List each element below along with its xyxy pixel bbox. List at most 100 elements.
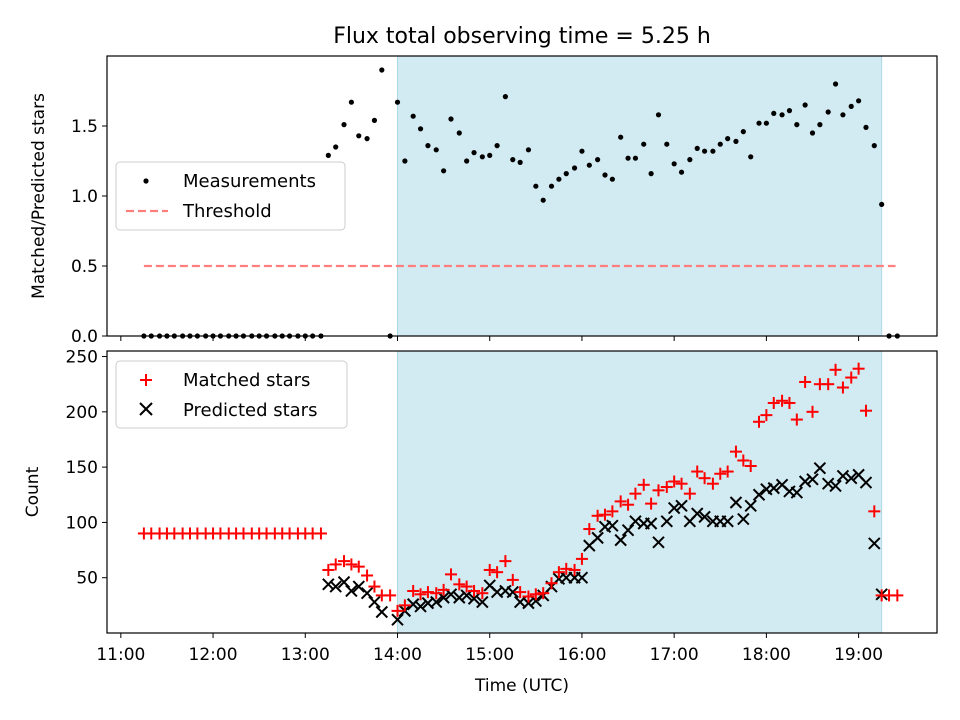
y-tick-label: 100 <box>66 513 98 533</box>
x-tick-label: 16:00 <box>557 645 606 665</box>
y-tick-label: 200 <box>66 403 98 423</box>
measurement-point <box>571 165 578 171</box>
matched-star-marker <box>414 588 427 601</box>
matched-star-marker <box>645 497 658 510</box>
predicted-star-marker <box>798 475 812 488</box>
matched-star-marker <box>460 580 473 593</box>
predicted-star-marker <box>721 515 734 528</box>
measurement-point <box>525 147 532 153</box>
measurement-point <box>779 112 785 118</box>
predicted-star-marker <box>467 592 481 605</box>
matched-star-marker <box>783 396 796 409</box>
measurement-point <box>725 136 731 142</box>
matched-star-marker <box>545 577 558 590</box>
matched-star-marker <box>568 563 581 576</box>
measurement-point <box>325 152 331 158</box>
matched-star-points <box>137 362 904 617</box>
matched-star-marker <box>437 583 450 596</box>
matched-star-marker <box>583 523 596 536</box>
predicted-star-marker <box>575 571 589 584</box>
predicted-star-marker <box>675 499 688 513</box>
measurement-point <box>786 108 793 114</box>
y-tick-label: 0.5 <box>71 257 98 277</box>
measurement-point <box>510 157 516 163</box>
matched-star-marker <box>537 587 550 600</box>
predicted-star-marker <box>790 486 804 499</box>
measurement-point <box>740 129 746 135</box>
measurement-point <box>664 141 670 147</box>
predicted-star-marker <box>591 531 604 545</box>
predicted-star-marker <box>414 600 427 613</box>
predicted-star-marker <box>606 519 619 532</box>
measurement-point <box>533 183 539 189</box>
measurement-point <box>471 150 477 156</box>
measurement-point <box>441 168 447 174</box>
matched-star-marker <box>822 378 835 391</box>
predicted-star-marker <box>430 595 443 609</box>
measurement-point <box>595 157 601 163</box>
predicted-star-marker <box>522 596 535 610</box>
measurement-point <box>717 141 723 147</box>
matched-star-marker <box>829 363 842 376</box>
matched-star-marker <box>637 478 650 491</box>
predicted-star-marker <box>752 488 766 501</box>
matched-star-marker <box>714 467 727 480</box>
matched-star-marker <box>675 477 688 490</box>
bottom-axes-frame <box>106 350 938 634</box>
predicted-star-marker <box>621 523 635 537</box>
observing-window-shade-top <box>397 56 883 336</box>
top-y-axis-label: Matched/Predicted stars <box>29 93 49 299</box>
x-tick-label: 18:00 <box>742 645 791 665</box>
predicted-star-marker <box>352 580 365 593</box>
y-tick-label: 50 <box>76 569 98 589</box>
predicted-star-marker <box>859 476 873 489</box>
matched-star-marker <box>852 362 865 375</box>
matched-star-marker <box>407 584 420 597</box>
matched-star-marker <box>790 413 803 426</box>
measurement-point <box>333 144 339 150</box>
measurement-point <box>602 172 608 178</box>
measurement-point <box>341 122 347 128</box>
measurement-point <box>802 102 808 108</box>
matched-star-marker <box>668 475 681 488</box>
predicted-star-marker <box>868 537 881 550</box>
matched-star-marker <box>753 415 766 428</box>
x-tick-label: 13:00 <box>281 645 330 665</box>
measurement-point <box>671 161 677 167</box>
legend-matched-label: Matched stars <box>183 370 310 391</box>
x-tick-label: 15:00 <box>465 645 514 665</box>
measurement-point <box>586 162 592 168</box>
predicted-star-marker <box>652 536 665 549</box>
predicted-star-marker <box>767 481 780 495</box>
matched-star-marker <box>614 495 627 508</box>
measurement-point <box>540 197 546 203</box>
measurement-point <box>517 159 523 165</box>
predicted-star-marker <box>337 575 351 589</box>
measurement-point <box>379 67 385 73</box>
measurement-point <box>817 122 823 128</box>
measurement-point <box>871 143 877 149</box>
matched-star-marker <box>421 586 434 599</box>
predicted-star-marker <box>476 595 489 609</box>
matched-star-marker <box>345 558 358 571</box>
matched-star-marker <box>522 590 535 603</box>
y-tick-label: 250 <box>66 348 98 368</box>
measurement-point <box>756 120 762 126</box>
observing-window-shade-bottom <box>397 351 883 633</box>
matched-star-marker <box>444 568 457 581</box>
chart-title: Flux total observing time = 5.25 h <box>333 24 711 49</box>
measurement-point <box>710 148 716 154</box>
bottom-legend: Matched stars Predicted stars <box>115 360 348 429</box>
x-axis-label: Time (UTC) <box>474 676 569 696</box>
bottom-axes-ticks: 50 100 150 200 250 11:00 12:00 13:00 14:00 15:00 1… <box>66 348 884 665</box>
predicted-star-marker <box>806 473 819 486</box>
predicted-star-marker <box>614 533 627 547</box>
predicted-star-marker <box>660 515 673 528</box>
matched-star-marker <box>706 477 719 490</box>
matched-star-marker <box>329 558 342 571</box>
x-tick-label: 19:00 <box>834 645 883 665</box>
y-tick-label: 0.0 <box>71 327 98 347</box>
predicted-star-marker <box>375 605 389 619</box>
matched-star-marker <box>491 566 504 579</box>
measurement-point <box>464 158 470 164</box>
